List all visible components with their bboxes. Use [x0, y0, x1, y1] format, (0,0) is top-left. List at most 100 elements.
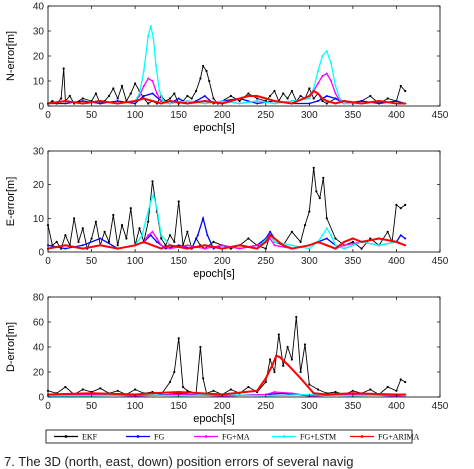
data-point-ekf [81, 97, 84, 100]
data-point-ekf [177, 337, 180, 340]
data-point-ekf [120, 224, 124, 227]
data-point-fg-arima [395, 240, 398, 243]
data-point-fg-lstm [334, 244, 337, 247]
plot-frame [47, 5, 441, 107]
data-point-ekf [386, 230, 389, 233]
data-point-fg-ma [290, 392, 293, 395]
data-point-fg-lstm [142, 70, 145, 72]
data-point-ekf [351, 240, 354, 243]
data-point-fg-lstm [378, 244, 380, 247]
x-axis-label: epoch[s] [193, 122, 235, 134]
series-line-ekf [47, 316, 406, 396]
data-point-fg-arima [186, 102, 189, 105]
data-point-fg [325, 95, 328, 97]
data-point-fg-arima [169, 100, 171, 102]
data-point-ekf [247, 385, 250, 389]
data-point-ekf [247, 92, 250, 95]
data-point-fg-ma [221, 244, 224, 247]
data-point-ekf [205, 69, 208, 73]
data-point-ekf [99, 387, 102, 390]
data-point-fg-arima [308, 244, 311, 247]
data-point-fg-lstm [147, 35, 150, 37]
data-point-fg-ma [142, 85, 145, 87]
data-point-fg-lstm [169, 102, 171, 105]
data-point-fg-arima [64, 100, 67, 102]
data-point-fg-lstm [317, 70, 319, 72]
data-point-fg-lstm [290, 244, 293, 247]
data-point-ekf [64, 234, 67, 237]
series-line-fg-arima [47, 89, 406, 105]
data-point-fg-lstm [152, 37, 155, 40]
data-point-fg-lstm [308, 247, 311, 250]
data-point-ekf [351, 389, 354, 392]
x-tick-label: 400 [388, 256, 405, 267]
data-point-fg-lstm [160, 234, 163, 237]
data-point-fg [99, 102, 102, 105]
data-point-ekf [160, 237, 163, 240]
data-point-ekf [116, 97, 119, 100]
data-point-ekf [247, 237, 250, 240]
data-point-ekf [312, 97, 315, 100]
data-point-fg-arima [134, 100, 137, 102]
data-point-fg-ma [186, 244, 189, 247]
d-error-panel: 0 50 100 150 200 250 300 350 400 450 0 20 40 60 80 epoc… [5, 293, 449, 426]
data-point-ekf [286, 345, 289, 349]
data-point-ekf [77, 240, 80, 243]
data-point-fg-lstm [145, 217, 148, 220]
data-point-fg-arima [271, 363, 274, 366]
data-point-ekf [81, 227, 84, 230]
data-point-fg [142, 95, 145, 97]
x-tick-label: 250 [257, 256, 274, 267]
data-point-fg-arima [404, 102, 407, 105]
data-point-fg-arima [278, 356, 281, 358]
y-tick-label: 80 [33, 293, 45, 304]
data-point-ekf [51, 99, 54, 103]
data-point-fg-arima [334, 102, 337, 105]
e-error-panel: 0 50 100 150 200 250 300 350 400 450 0 10 20 30 epoch[… [5, 147, 449, 281]
x-tick-label: 350 [345, 110, 362, 121]
data-point-ekf [312, 166, 315, 169]
data-point-ekf [395, 203, 398, 206]
x-tick-label: 250 [257, 110, 274, 121]
data-point-ekf [277, 333, 280, 336]
data-point-ekf [195, 89, 198, 93]
data-point-fg [196, 234, 199, 237]
data-point-fg-arima [273, 100, 276, 102]
data-point-ekf [94, 220, 97, 223]
x-tick-label: 100 [127, 110, 144, 121]
data-point-fg-arima [404, 244, 407, 247]
data-point-fg-ma [330, 80, 333, 82]
data-point-ekf [404, 203, 407, 206]
data-point-fg-arima [312, 90, 315, 92]
data-point-fg-arima [81, 247, 84, 250]
series-line-fg-ma [47, 72, 406, 105]
data-point-fg-lstm [273, 240, 276, 243]
data-point-fg-arima [99, 100, 102, 102]
data-point-fg [404, 237, 407, 240]
data-point-ekf [399, 378, 402, 381]
series-line-fg-ma [47, 391, 406, 397]
data-point-ekf [173, 92, 176, 95]
data-point-ekf [334, 390, 337, 394]
data-point-ekf [199, 77, 202, 80]
data-point-ekf [269, 94, 272, 98]
data-point-ekf [299, 94, 302, 98]
data-point-fg-arima [312, 392, 315, 395]
x-tick-label: 200 [214, 110, 231, 121]
data-point-fg-lstm [321, 234, 324, 237]
data-point-ekf [116, 244, 119, 247]
data-point-ekf [269, 358, 272, 361]
data-point-ekf [316, 388, 320, 391]
legend-marker-ekf [64, 435, 68, 438]
data-point-fg [206, 234, 209, 237]
data-point-ekf [308, 210, 311, 213]
data-point-ekf [290, 358, 293, 361]
y-tick-label: 10 [33, 77, 45, 88]
legend-marker-fg-ma [204, 435, 208, 438]
data-point-fg-arima [378, 237, 380, 240]
x-tick-label: 0 [45, 256, 51, 267]
data-point-fg-lstm [343, 247, 346, 250]
data-point-fg-lstm [330, 62, 333, 65]
data-point-fg-lstm [343, 102, 346, 105]
data-point-fg-lstm [149, 200, 152, 203]
